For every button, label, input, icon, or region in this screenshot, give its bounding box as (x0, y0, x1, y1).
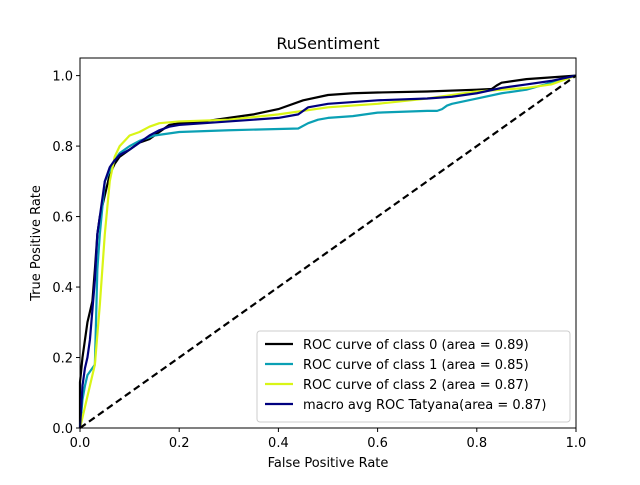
series-line-2 (78, 74, 577, 429)
y-axis-title: True Positive Rate (29, 185, 44, 302)
y-tick-label: 0.8 (52, 140, 73, 155)
y-tick-label: 1.0 (52, 70, 73, 85)
y-axis: 0.0 0.2 0.4 0.6 0.8 1.0 (52, 70, 80, 437)
legend-label: macro avg ROC Tatyana(area = 0.87) (303, 398, 546, 413)
y-tick-label: 0.0 (52, 422, 73, 437)
x-axis: 0.0 0.2 0.4 0.6 0.8 1.0 (70, 428, 587, 451)
legend: ROC curve of class 0 (area = 0.89) ROC cu… (256, 330, 571, 423)
x-tick-label: 1.0 (566, 436, 587, 451)
series-line-3 (78, 74, 577, 429)
chance-diagonal-line (79, 74, 577, 429)
x-tick-label: 0.8 (466, 436, 487, 451)
plot-area (78, 74, 577, 429)
legend-label: ROC curve of class 2 (area = 0.87) (303, 378, 529, 393)
legend-frame (256, 330, 571, 423)
x-axis-title: False Positive Rate (268, 456, 389, 471)
y-tick-label: 0.4 (52, 281, 73, 296)
x-tick-label: 0.4 (268, 436, 289, 451)
y-tick-label: 0.2 (52, 352, 73, 367)
chart-title: RuSentiment (276, 34, 379, 53)
y-tick-label: 0.6 (52, 211, 73, 226)
plot-frame (79, 57, 577, 429)
legend-label: ROC curve of class 0 (area = 0.89) (303, 338, 529, 353)
x-tick-label: 0.2 (169, 436, 190, 451)
legend-label: ROC curve of class 1 (area = 0.85) (303, 358, 529, 373)
x-tick-label: 0.6 (367, 436, 388, 451)
x-tick-label: 0.0 (70, 436, 91, 451)
